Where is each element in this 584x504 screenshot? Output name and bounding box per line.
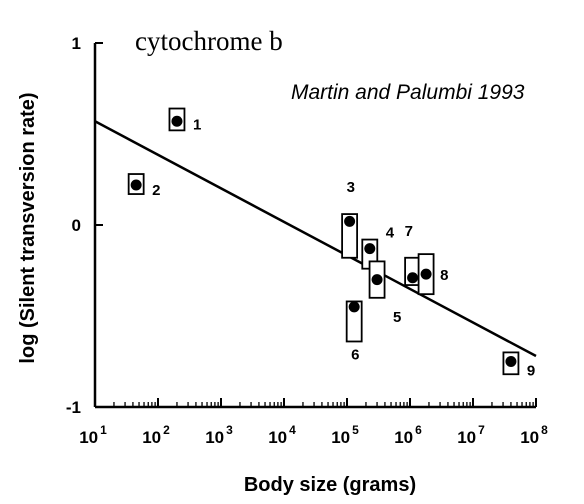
x-tick-exponent: 5 [352,423,359,437]
data-point [348,301,360,313]
x-tick-exponent: 6 [415,423,422,437]
point-label: 8 [440,267,448,284]
x-tick-base: 10 [457,428,476,447]
x-tick-label: 10 2 [142,423,170,447]
point-label: 6 [351,346,359,363]
x-tick-exponent: 8 [541,423,548,437]
data-point [171,115,183,127]
data-point [130,179,142,191]
y-axis-label: log (Silent transversion rate) [17,92,39,363]
text-layer: cytochrome b Martin and Palumbi 1993 Bod… [17,26,525,496]
x-tick-label: 10 3 [205,423,233,447]
regression-line [94,120,537,358]
x-tick-label: 10 1 [79,423,107,447]
chart-annotation: Martin and Palumbi 1993 [291,81,525,104]
data-point [407,272,419,284]
x-tick-base: 10 [79,428,98,447]
points-layer: 1 2 3 4 5 6 7 8 9 [127,107,535,380]
data-point [371,274,383,286]
x-tick-exponent: 7 [478,423,485,437]
data-point [420,268,432,280]
x-tick-base: 10 [268,428,287,447]
x-tick-exponent: 4 [289,423,296,437]
point-label: 5 [393,309,401,326]
x-tick-base: 10 [331,428,350,447]
x-tick-label: 10 4 [268,423,296,447]
data-point [344,215,356,227]
x-tick-label: 10 8 [520,423,548,447]
x-axis-label: Body size (grams) [244,474,416,496]
x-tick-label: 10 5 [331,423,359,447]
x-tick-base: 10 [142,428,161,447]
point-label: 3 [347,179,355,196]
point-label: 9 [527,363,535,380]
point-label: 2 [152,182,160,199]
x-tick-label: 10 6 [394,423,422,447]
x-tick-exponent: 2 [163,423,170,437]
data-point [364,243,376,255]
x-tick-base: 10 [520,428,539,447]
axes-layer: 10-110 1 10 2 10 3 10 4 10 5 10 6 10 7 10 8 [66,34,548,447]
regression-layer [94,120,537,358]
y-tick-label: 1 [72,34,81,53]
point-label: 1 [193,116,201,133]
x-tick-label: 10 7 [457,423,485,447]
x-tick-base: 10 [394,428,413,447]
x-tick-exponent: 3 [226,423,233,437]
y-tick-label: -1 [66,398,81,417]
chart-title: cytochrome b [135,26,283,56]
x-tick-base: 10 [205,428,224,447]
point-label: 4 [386,225,395,242]
x-tick-exponent: 1 [100,423,107,437]
data-point [505,356,517,367]
point-label: 7 [405,223,413,240]
y-tick-label: 0 [72,216,81,235]
